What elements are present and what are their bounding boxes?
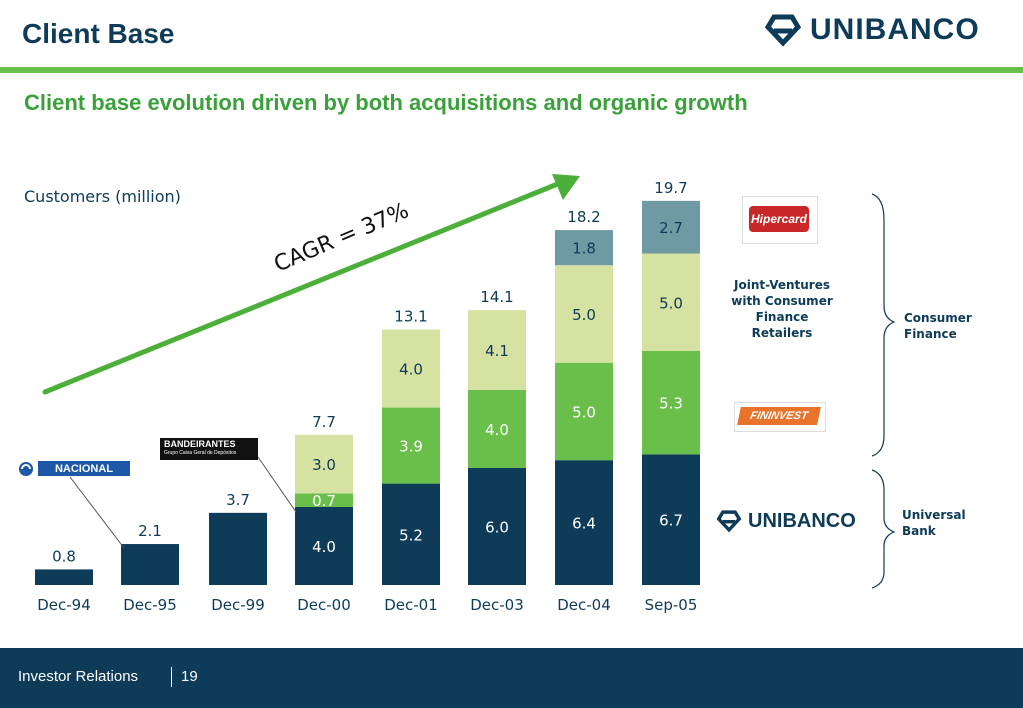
total-label: 0.8 — [52, 547, 76, 565]
total-label: 2.1 — [138, 522, 162, 540]
nacional-logo: NACIONAL — [18, 461, 132, 477]
category-label: Sep-05 — [645, 596, 698, 614]
slide-subtitle: Client base evolution driven by both acq… — [24, 90, 748, 115]
bandeirantes-name: BANDEIRANTES — [164, 439, 236, 449]
bar-segment — [642, 253, 700, 351]
unibanco-small-knot-icon — [716, 510, 742, 533]
bar-segment — [35, 569, 93, 585]
total-label: 14.1 — [480, 288, 513, 306]
category-label: Dec-95 — [123, 596, 177, 614]
bar-segment — [209, 512, 267, 585]
cagr-label: CAGR = 37% — [271, 198, 413, 277]
bar-segment — [382, 329, 440, 408]
hipercard-logo-text: Hipercard — [749, 206, 809, 232]
category-label: Dec-00 — [297, 596, 351, 614]
growth-arrow-head — [552, 174, 580, 200]
data-label: 4.1 — [485, 342, 509, 360]
bar-segment — [555, 265, 613, 363]
data-label: 5.0 — [572, 306, 596, 324]
consumer-finance-bracket — [871, 193, 896, 457]
total-label: 18.2 — [567, 208, 600, 226]
bar-segment — [121, 544, 179, 585]
footer-bar — [0, 648, 1023, 708]
total-label: 7.7 — [312, 413, 336, 431]
bar-segment — [295, 434, 353, 494]
data-label: 4.0 — [485, 421, 509, 439]
data-label: 1.8 — [572, 240, 596, 258]
footer-separator — [171, 667, 172, 687]
bar-segment — [642, 351, 700, 455]
data-label: 3.9 — [399, 438, 423, 456]
bar-segment — [295, 493, 353, 507]
data-label: 4.0 — [312, 538, 336, 556]
logo-text: UNIBANCO — [810, 13, 980, 46]
total-label: 19.7 — [654, 179, 687, 197]
data-label: 5.2 — [399, 526, 423, 544]
data-label: 6.7 — [659, 512, 683, 530]
nacional-connector — [69, 476, 125, 549]
data-label: 3.0 — [312, 456, 336, 474]
header-divider — [0, 67, 1023, 73]
bar-segment — [555, 230, 613, 266]
bar-segment — [468, 310, 526, 390]
page-number: 19 — [181, 668, 198, 685]
data-label: 2.7 — [659, 219, 683, 237]
unibanco-small-logo: UNIBANCO — [714, 507, 876, 535]
data-label: 4.0 — [399, 361, 423, 379]
bandeirantes-subtitle: Grupo Caixa Geral de Depósitos — [164, 450, 237, 456]
data-label: 6.4 — [572, 515, 596, 533]
nacional-logo-text: NACIONAL — [38, 461, 130, 476]
page-title: Client Base — [22, 18, 175, 49]
bandeirantes-connector — [257, 456, 297, 513]
nacional-mark-icon — [19, 462, 33, 476]
category-label: Dec-94 — [37, 596, 91, 614]
bar-segment — [468, 390, 526, 468]
bar-segment — [642, 454, 700, 585]
bar-segment — [555, 460, 613, 585]
bar-segment — [382, 407, 440, 484]
footer-label: Investor Relations — [18, 668, 139, 685]
bar-segment — [468, 468, 526, 585]
fininvest-logo: FININVEST — [734, 402, 826, 432]
growth-arrow-line — [42, 180, 563, 395]
unibanco-knot-icon — [764, 14, 802, 47]
category-label: Dec-03 — [470, 596, 524, 614]
data-label: 5.3 — [659, 395, 683, 413]
customers-bar-chart: Customers (million) 4.0 5.2 6.0 6.4 6.7 0.7 3.9… — [24, 174, 896, 614]
joint-ventures-note: Joint-Ventures with Consumer Finance Ret… — [731, 278, 833, 340]
bar-segment — [295, 507, 353, 585]
universal-bank-label: Universal Bank — [902, 508, 966, 538]
data-label: 5.0 — [572, 403, 596, 421]
total-label: 13.1 — [394, 308, 427, 326]
bar-segment — [642, 200, 700, 254]
data-label: 5.0 — [659, 294, 683, 312]
bandeirantes-logo: BANDEIRANTES Grupo Caixa Geral de Depósi… — [160, 438, 258, 460]
universal-bank-bracket — [871, 469, 896, 589]
category-label: Dec-99 — [211, 596, 265, 614]
data-label: 0.7 — [312, 492, 336, 510]
unibanco-logo: UNIBANCO — [762, 10, 980, 50]
category-label: Dec-04 — [557, 596, 611, 614]
data-label: 6.0 — [485, 519, 509, 537]
fininvest-logo-text: FININVEST — [737, 407, 821, 425]
bar-segment — [555, 362, 613, 461]
unibanco-small-logo-text: UNIBANCO — [748, 509, 856, 532]
bar-segment — [382, 483, 440, 585]
category-label: Dec-01 — [384, 596, 438, 614]
hipercard-logo: Hipercard — [742, 196, 818, 244]
consumer-finance-label: Consumer Finance — [904, 311, 972, 341]
y-axis-label: Customers (million) — [24, 187, 181, 206]
total-label: 3.7 — [226, 491, 250, 509]
